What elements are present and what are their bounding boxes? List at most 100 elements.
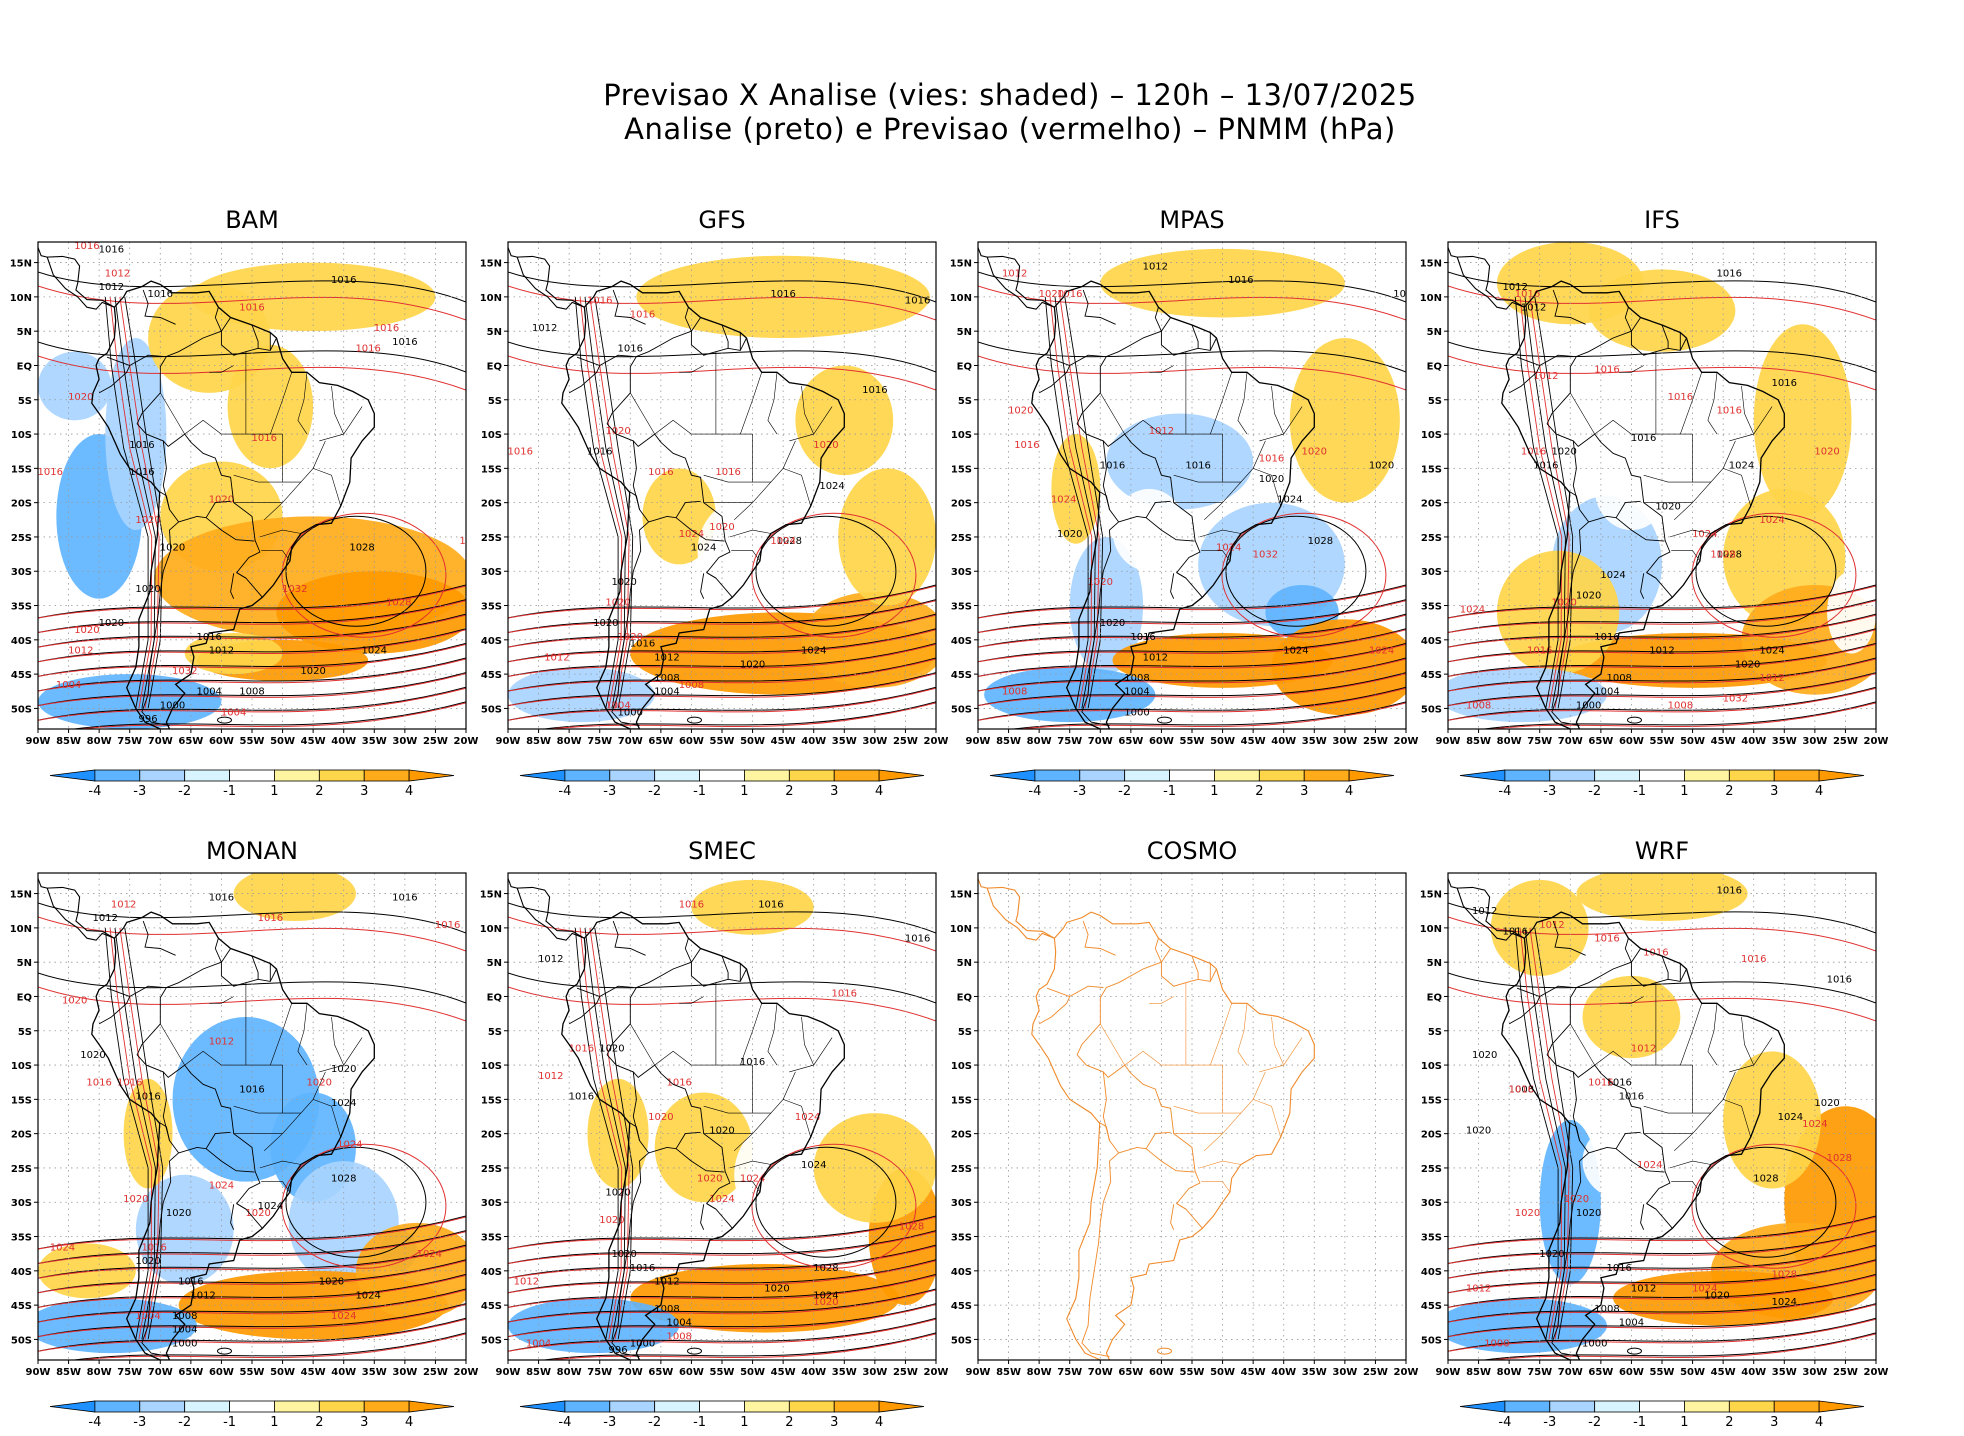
forecast-contour-label: 1008 — [1002, 687, 1027, 698]
state-border — [1707, 1003, 1718, 1066]
forecast-isobar — [38, 1289, 466, 1323]
lat-tick-label: 20S — [11, 1130, 32, 1141]
analysis-contour-label: 1016 — [1100, 460, 1125, 471]
lon-tick-label: 35W — [362, 736, 387, 747]
forecast-contour-label: 1020 — [697, 1174, 722, 1185]
analysis-contour-label: 1008 — [172, 1311, 197, 1322]
analysis-isobar — [508, 1317, 936, 1352]
forecast-contour-label: 1020 — [1564, 1194, 1589, 1205]
analysis-contour-label: 1020 — [1466, 1126, 1491, 1137]
state-border — [1199, 529, 1241, 538]
colorbar-label: 1 — [270, 784, 278, 799]
bias-shading — [38, 262, 466, 729]
colorbar-label: 1 — [1680, 784, 1688, 799]
colorbar-label: -1 — [693, 784, 706, 799]
state-border — [801, 1016, 814, 1066]
forecast-contour-label: 1016 — [74, 241, 99, 252]
country-border — [136, 330, 263, 598]
colorbar-label: 3 — [360, 1415, 368, 1430]
lat-tick-label: EQ — [17, 992, 32, 1003]
forecast-isobar — [508, 1216, 936, 1250]
forecast-isobar — [545, 702, 936, 729]
forecast-contour-label: 1024 — [770, 536, 795, 547]
lon-tick-label: 60W — [1149, 1367, 1174, 1378]
forecast-contour-label: 1008 — [666, 1331, 691, 1342]
lat-tick-label: 10N — [10, 293, 32, 304]
lon-tick-label: 65W — [1118, 1367, 1143, 1378]
lat-tick-label: 30S — [481, 1198, 502, 1209]
analysis-contour-label: 1020 — [1704, 1290, 1729, 1301]
bias-shading — [508, 879, 936, 1354]
lat-tick-label: 5N — [1427, 327, 1442, 338]
colorbar-swatch — [878, 1400, 925, 1413]
lon-tick-label: 35W — [1302, 1367, 1327, 1378]
gridlines — [978, 242, 1406, 729]
bias-area — [38, 674, 222, 729]
lat-tick-label: 50S — [11, 704, 32, 715]
lon-tick-label: 40W — [1741, 1367, 1766, 1378]
colorbar-label: -2 — [1118, 784, 1131, 799]
forecast-isobar — [589, 296, 630, 709]
analysis-contour-label: 1024 — [355, 1290, 380, 1301]
forecast-contour-label: 1028 — [386, 598, 411, 609]
lat-tick-label: 35S — [951, 1233, 972, 1244]
analysis-isobar — [574, 927, 619, 1340]
state-border — [1671, 1181, 1701, 1193]
colorbar-label: -1 — [1633, 784, 1646, 799]
forecast-contour-label: 1016 — [1014, 440, 1039, 451]
forecast-contour-label: 1024 — [795, 1112, 820, 1123]
analysis-isobar — [1010, 701, 1406, 729]
analysis-isobar — [508, 1259, 936, 1294]
analysis-isobar — [1534, 927, 1574, 1340]
analysis-contour-label: 1028 — [349, 543, 374, 554]
colorbar-swatch — [1594, 1400, 1640, 1413]
analysis-isobar — [1044, 296, 1089, 709]
forecast-contour-label: 1004 — [135, 1311, 160, 1322]
analysis-contour-label: 1020 — [611, 1249, 636, 1260]
lon-tick-label: 50W — [1210, 1367, 1235, 1378]
panel-title: GFS — [698, 206, 745, 234]
forecast-contour-label: 1020 — [605, 598, 630, 609]
forecast-contour-label: 1016 — [1741, 954, 1766, 965]
forecast-isobar — [38, 1260, 466, 1294]
state-border — [703, 1105, 753, 1114]
forecast-isobar — [1529, 927, 1570, 1340]
country-border — [162, 440, 179, 523]
lat-tick-label: 35S — [481, 1233, 502, 1244]
analysis-isobar — [70, 701, 466, 729]
lon-tick-label: 30W — [862, 1367, 887, 1378]
colorbar-label: 4 — [1345, 784, 1353, 799]
lat-tick-label: 50S — [481, 1335, 502, 1346]
country-border — [675, 1148, 725, 1173]
colorbar-swatch — [744, 769, 790, 782]
country-border — [1552, 920, 1586, 956]
central-america-coast — [978, 247, 988, 258]
lon-tick-label: 90W — [26, 1367, 51, 1378]
colorbar-swatch — [699, 769, 745, 782]
forecast-isobar — [508, 643, 936, 677]
forecast-isobar — [508, 1260, 936, 1294]
forecast-contour-label: 1016 — [141, 1242, 166, 1253]
lat-tick-label: 5S — [488, 1027, 502, 1038]
analysis-contour-label: 1020 — [611, 577, 636, 588]
country-border — [236, 1203, 247, 1210]
lat-tick-label: 20S — [481, 1130, 502, 1141]
colorbar-label: 1 — [1680, 1415, 1688, 1430]
forecast-isobar — [1448, 1304, 1876, 1338]
lat-tick-label: 45S — [481, 1301, 502, 1312]
analysis-contour-label: 1000 — [172, 1338, 197, 1349]
central-america-coast — [1448, 247, 1458, 258]
colorbar: -4 -3 -2 -1 1 2 3 4 — [519, 1400, 925, 1430]
bias-area — [233, 873, 356, 922]
lon-tick-label: 65W — [1118, 736, 1143, 747]
lon-tick-label: 75W — [117, 1367, 142, 1378]
lon-tick-label: 80W — [1027, 1367, 1052, 1378]
forecast-contour-label: 1024 — [1802, 1119, 1827, 1130]
lat-tick-label: EQ — [17, 361, 32, 372]
state-border — [729, 529, 771, 538]
lat-tick-label: 40S — [951, 1267, 972, 1278]
analysis-contour-label: 1020 — [80, 1050, 105, 1061]
lon-tick-label: 55W — [1650, 736, 1675, 747]
lat-tick-label: 5N — [957, 958, 972, 969]
country-border — [1161, 948, 1171, 963]
